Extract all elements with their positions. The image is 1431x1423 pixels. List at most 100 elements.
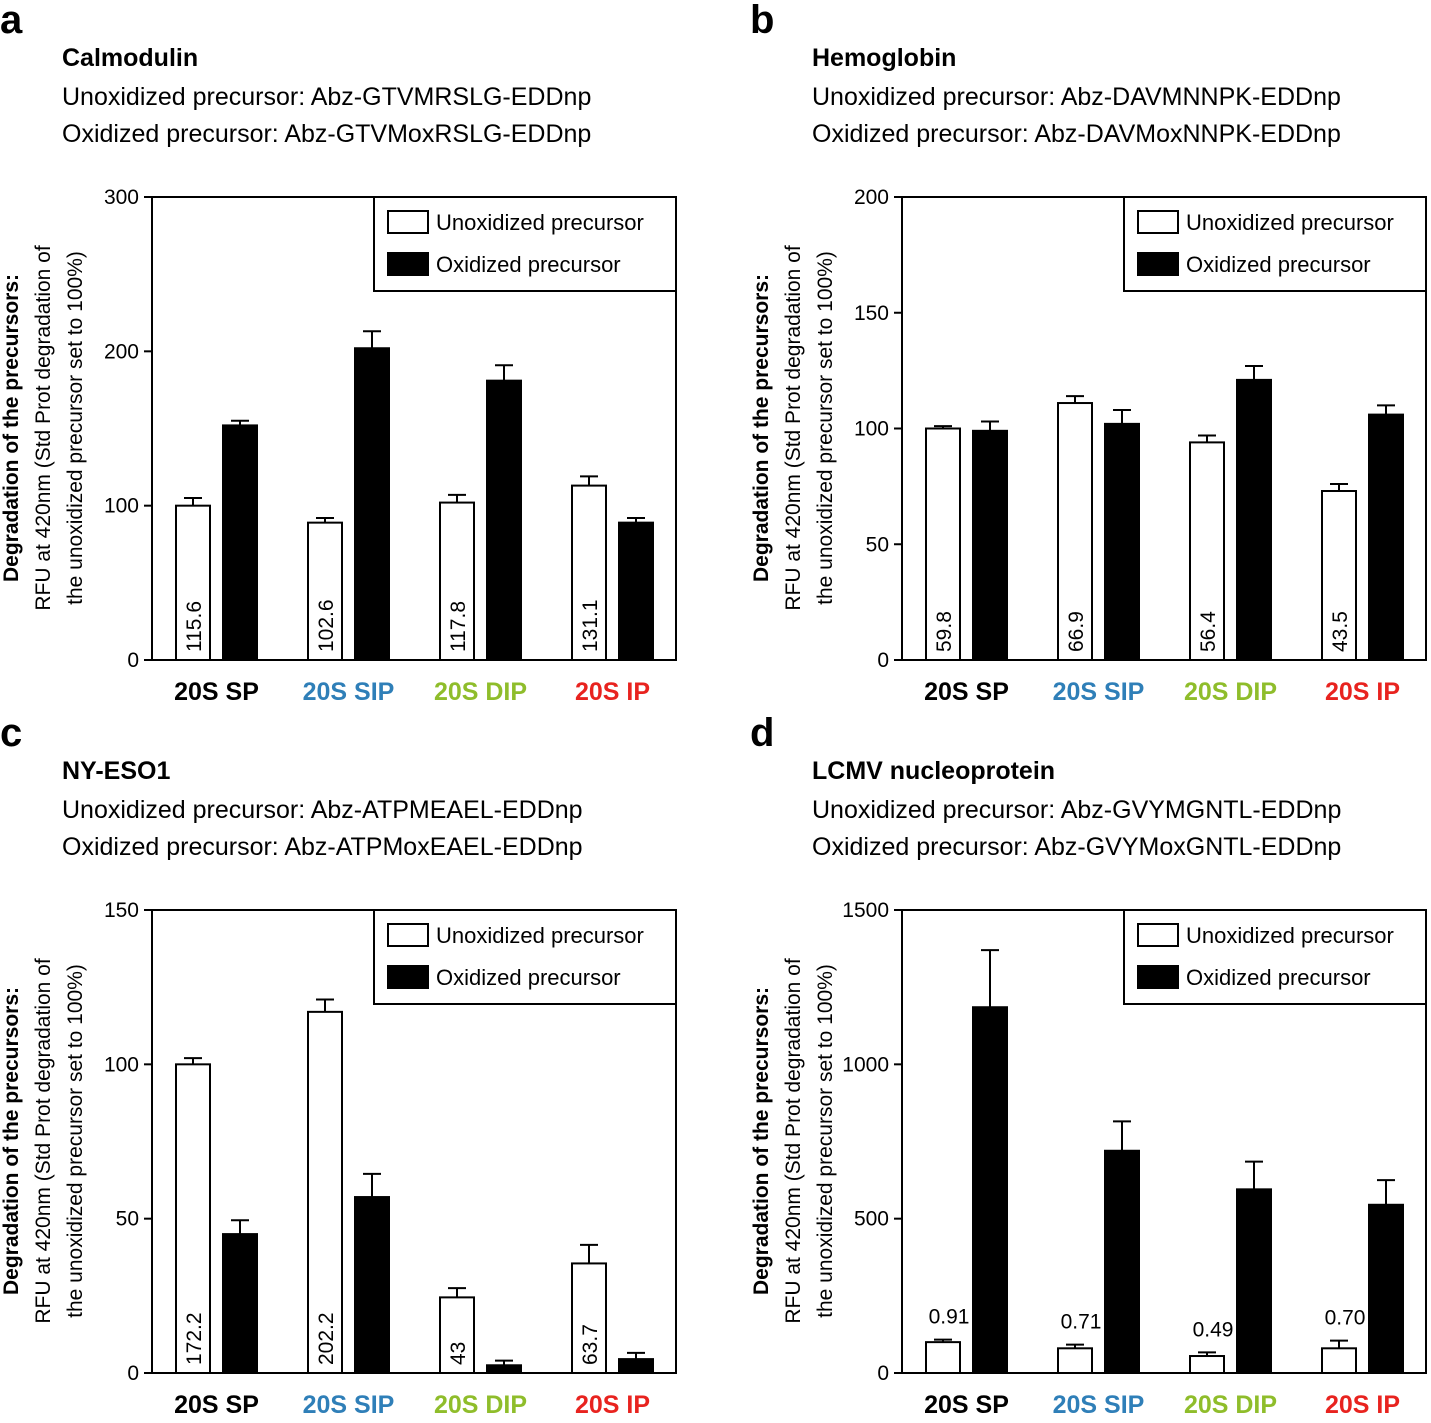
unoxidized-precursor-label: Unoxidized precursor: Abz-GTVMRSLG-EDDnp [62, 83, 592, 111]
y-axis-title-line-1: Degradation of the precursors: [0, 274, 23, 582]
bar-value-label: 63.7 [579, 1324, 602, 1365]
y-axis-title-line-1: Degradation of the precursors: [750, 274, 773, 582]
oxidized-bar [1104, 422, 1140, 661]
bar-value-label: 172.2 [183, 1312, 206, 1365]
panel-b: b Hemoglobin Unoxidized precursor: Abz-D… [750, 0, 1431, 710]
bar-value-label: 0.49 [1193, 1318, 1234, 1341]
bar-value-label: 0.70 [1325, 1307, 1366, 1330]
protein-title: Calmodulin [62, 44, 199, 72]
category-label: 20S SIP [1053, 1391, 1145, 1419]
oxidized-bar [618, 1358, 654, 1374]
bar-value-label: 0.71 [1061, 1311, 1102, 1334]
unoxidized-precursor-label: Unoxidized precursor: Abz-ATPMEAEL-EDDnp [62, 796, 583, 824]
category-label: 20S SIP [1053, 678, 1145, 706]
oxidized-bar [972, 429, 1008, 661]
category-label: 20S SIP [303, 678, 395, 706]
oxidized-bar [972, 1006, 1008, 1374]
y-tick-label: 0 [127, 1362, 139, 1385]
unoxidized-bar [1189, 1355, 1225, 1374]
unoxidized-bar [1057, 1347, 1093, 1374]
bar-value-label: 43 [447, 1342, 470, 1365]
legend-swatch-unoxidized [1137, 923, 1179, 947]
legend-swatch-unoxidized [387, 923, 429, 947]
bar-chart-calmodulin: Degradation of the precursors: RFU at 420… [0, 186, 677, 706]
oxidized-bar [354, 1196, 390, 1374]
unoxidized-bar [175, 504, 211, 661]
category-label: 20S DIP [1184, 1391, 1277, 1419]
y-tick-label: 50 [866, 533, 889, 556]
category-label: 20S IP [575, 1391, 650, 1419]
y-axis-title-line-2: RFU at 420nm (Std Prot degradation of [782, 245, 805, 611]
legend-swatch-oxidized [387, 252, 429, 276]
panel-letter: b [750, 0, 775, 42]
oxidized-bar [222, 424, 258, 661]
unoxidized-precursor-label: Unoxidized precursor: Abz-GVYMGNTL-EDDnp [812, 796, 1342, 824]
bar-value-label: 0.91 [929, 1306, 970, 1329]
oxidized-bar [486, 1364, 522, 1374]
panel-d: d LCMV nucleoprotein Unoxidized precurso… [750, 713, 1431, 1423]
oxidized-bar [1236, 1188, 1272, 1374]
unoxidized-bar [307, 1010, 343, 1374]
oxidized-bar [1368, 1203, 1404, 1374]
oxidized-precursor-label: Oxidized precursor: Abz-ATPMoxEAEL-EDDnp [62, 833, 583, 861]
legend-label-unoxidized: Unoxidized precursor [436, 210, 644, 235]
y-tick-label: 200 [854, 186, 889, 209]
category-label: 20S IP [1325, 1391, 1400, 1419]
legend-swatch-oxidized [387, 965, 429, 989]
y-tick-label: 1000 [842, 1053, 889, 1076]
unoxidized-bar [571, 484, 607, 661]
legend-label-unoxidized: Unoxidized precursor [436, 923, 644, 948]
y-tick-label: 100 [104, 1053, 139, 1076]
bar-value-label: 59.8 [933, 611, 956, 652]
y-tick-label: 200 [104, 340, 139, 363]
bar-value-label: 115.6 [183, 601, 206, 652]
category-label: 20S DIP [1184, 678, 1277, 706]
y-axis-title-line-2: RFU at 420nm (Std Prot degradation of [32, 245, 55, 611]
oxidized-precursor-label: Oxidized precursor: Abz-DAVMoxNNPK-EDDnp [812, 120, 1341, 148]
unoxidized-bar [1321, 490, 1357, 661]
panel-letter: a [0, 0, 23, 42]
protein-title: LCMV nucleoprotein [812, 757, 1056, 785]
y-axis-title-line-2: RFU at 420nm (Std Prot degradation of [32, 958, 55, 1324]
legend-swatch-oxidized [1137, 965, 1179, 989]
panel-letter: c [0, 711, 23, 755]
unoxidized-bar [1057, 402, 1093, 661]
bar-chart-ny-eso1: Degradation of the precursors: RFU at 420… [0, 899, 677, 1419]
category-label: 20S SIP [303, 1391, 395, 1419]
legend-label-unoxidized: Unoxidized precursor [1186, 210, 1394, 235]
y-tick-label: 100 [104, 495, 139, 518]
y-tick-label: 300 [104, 186, 139, 209]
category-label: 20S SP [924, 1391, 1009, 1419]
unoxidized-bar [1189, 441, 1225, 662]
oxidized-precursor-label: Oxidized precursor: Abz-GTVMoxRSLG-EDDnp [62, 120, 592, 148]
legend-swatch-unoxidized [387, 210, 429, 234]
panel-a: a Calmodulin Unoxidized precursor: Abz-G… [0, 0, 715, 710]
category-label: 20S SP [174, 1391, 259, 1419]
legend-label-oxidized: Oxidized precursor [1186, 965, 1371, 990]
panel-c: c NY-ESO1 Unoxidized precursor: Abz-ATPM… [0, 713, 715, 1423]
y-axis-title-line-1: Degradation of the precursors: [0, 987, 23, 1295]
y-tick-label: 0 [877, 1362, 889, 1385]
y-axis-title-line-2: RFU at 420nm (Std Prot degradation of [782, 958, 805, 1324]
bar-value-label: 117.8 [447, 601, 470, 652]
bar-chart-lcmv-nucleoprotein: Degradation of the precursors: RFU at 420… [750, 899, 1427, 1419]
oxidized-bar [1236, 378, 1272, 661]
oxidized-bar [618, 521, 654, 661]
bar-value-label: 56.4 [1197, 611, 1220, 652]
y-tick-label: 50 [116, 1208, 139, 1231]
unoxidized-precursor-label: Unoxidized precursor: Abz-DAVMNNPK-EDDnp [812, 83, 1341, 111]
y-tick-label: 100 [854, 418, 889, 441]
legend-label-oxidized: Oxidized precursor [1186, 252, 1371, 277]
category-label: 20S IP [575, 678, 650, 706]
oxidized-bar [1368, 413, 1404, 661]
bar-value-label: 202.2 [315, 1312, 338, 1365]
unoxidized-bar [925, 1341, 961, 1375]
bar-value-label: 43.5 [1329, 611, 1352, 652]
protein-title: Hemoglobin [812, 44, 957, 72]
legend-label-unoxidized: Unoxidized precursor [1186, 923, 1394, 948]
category-label: 20S DIP [434, 678, 527, 706]
oxidized-bar [222, 1233, 258, 1374]
legend-label-oxidized: Oxidized precursor [436, 965, 621, 990]
legend-swatch-oxidized [1137, 252, 1179, 276]
oxidized-bar [486, 379, 522, 661]
